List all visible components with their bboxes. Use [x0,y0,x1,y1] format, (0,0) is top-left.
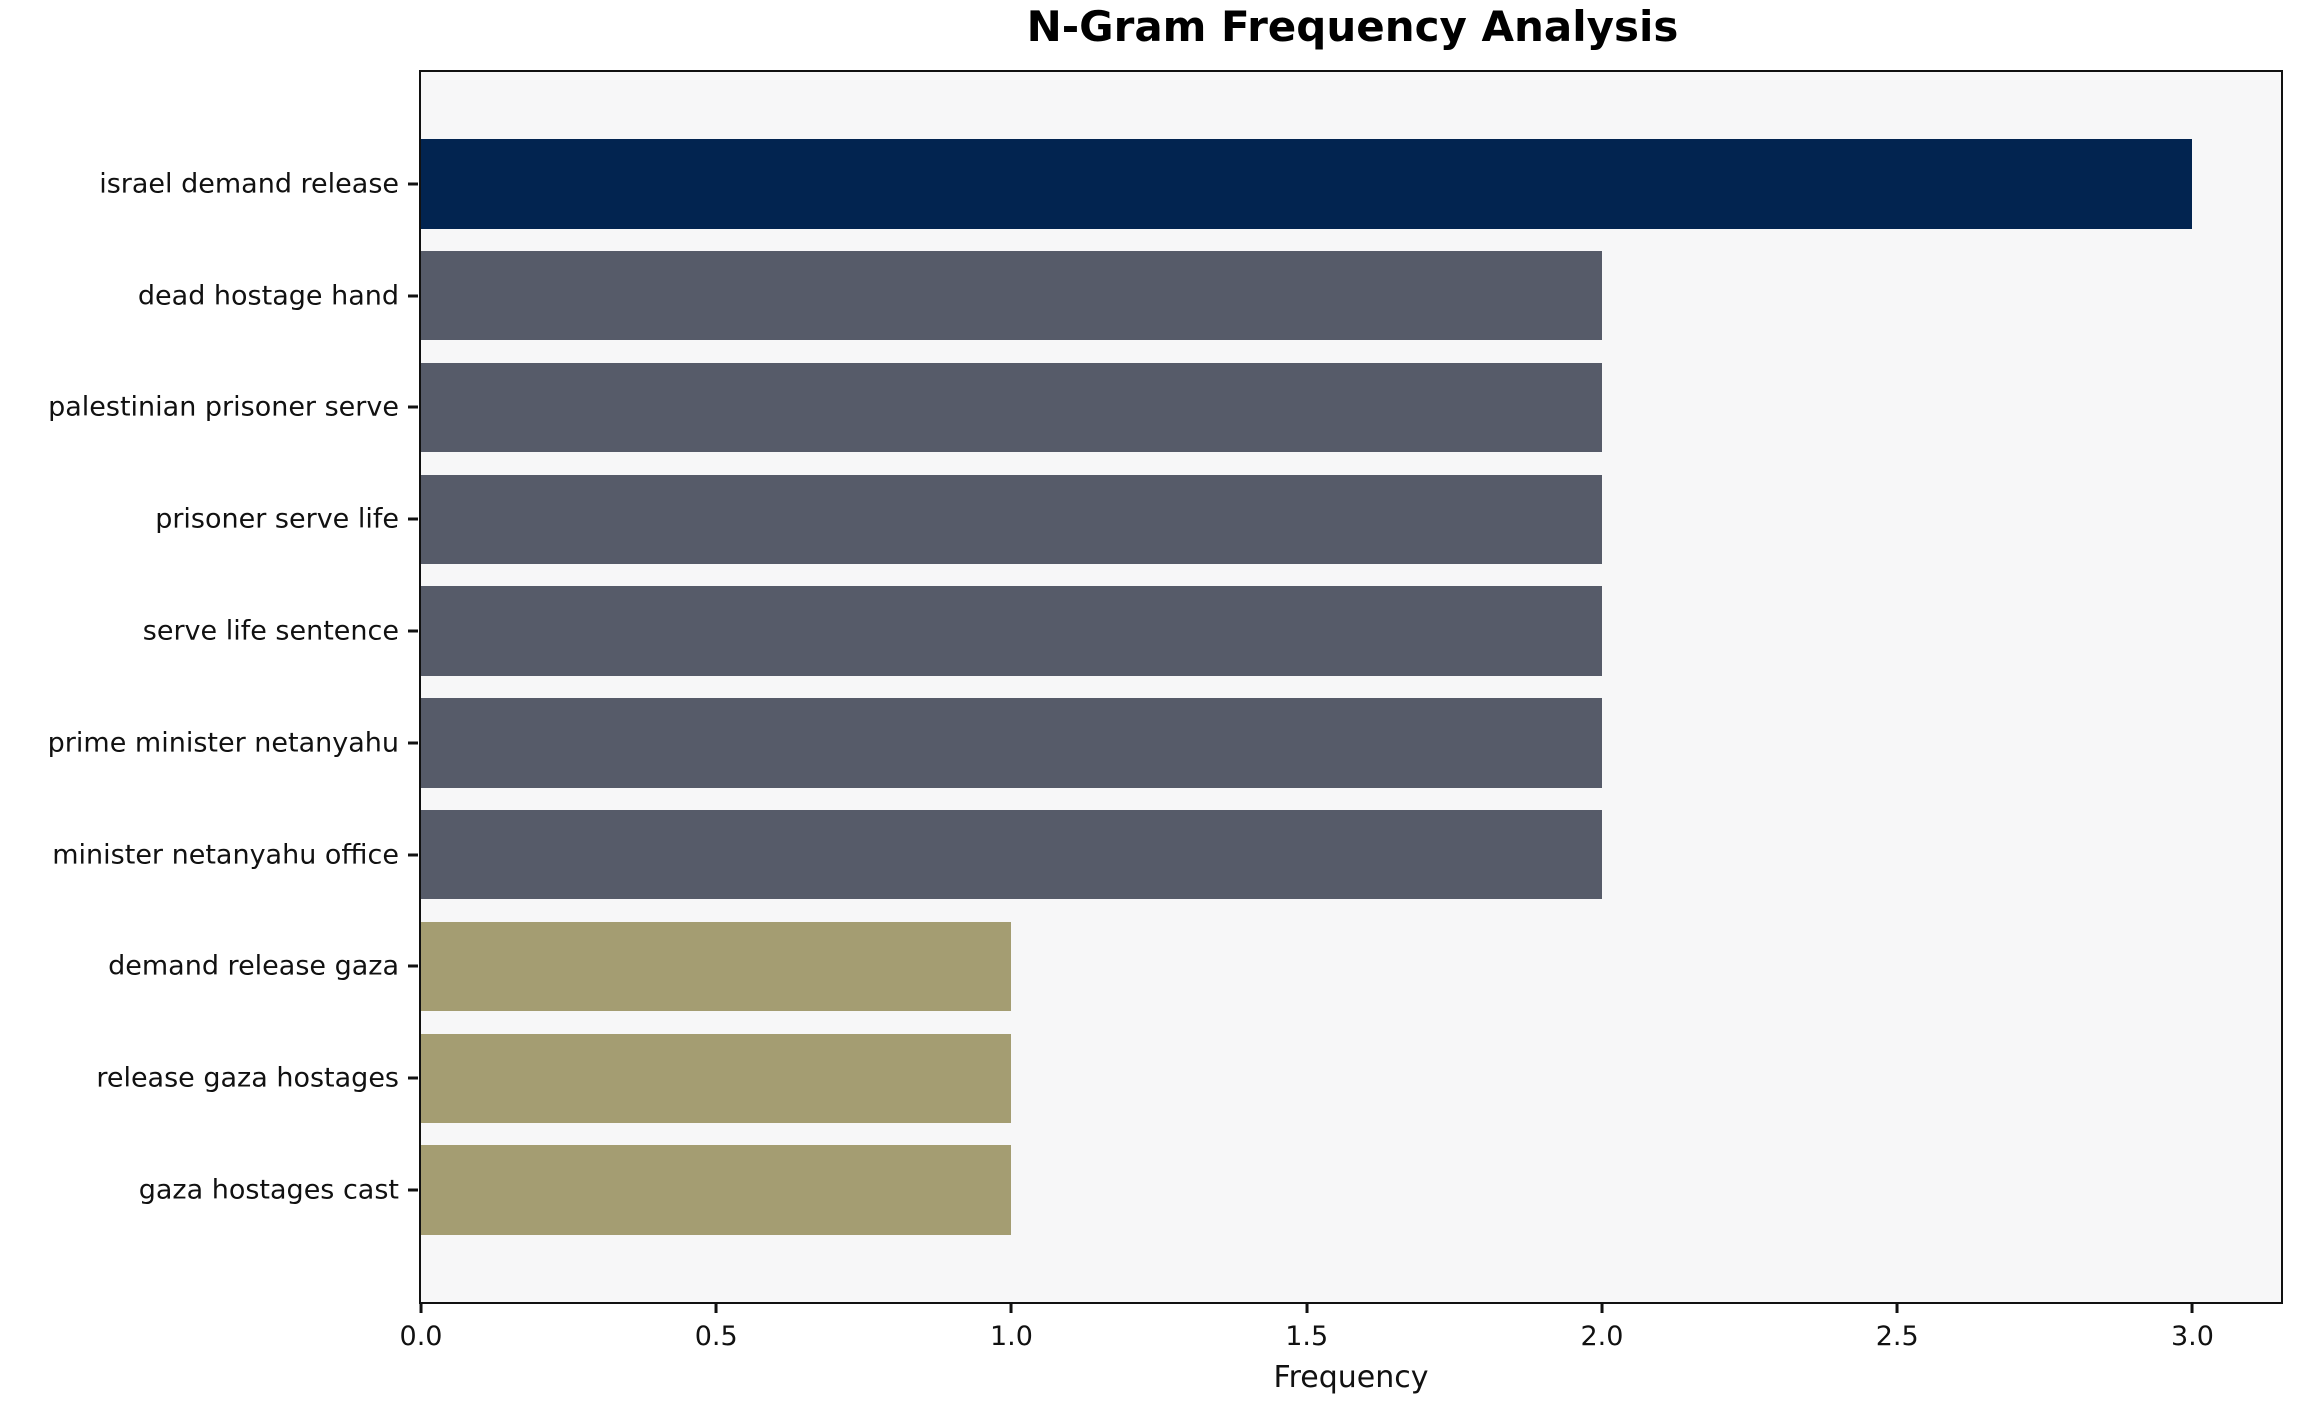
bar-row: gaza hostages cast [139,1134,2281,1246]
y-tick-mark [408,517,418,521]
y-tick-mark [408,629,418,633]
y-tick-label: palestinian prisoner serve [48,391,399,423]
y-tick-mark [408,964,418,968]
x-tick: 0.0 [399,1302,443,1352]
bar [421,698,1602,788]
bar-row: demand release gaza [108,911,2281,1023]
bar [421,139,2193,229]
bar [421,1033,1012,1123]
y-tick-mark [408,182,418,186]
bar [421,586,1602,676]
y-tick-label: dead hostage hand [137,280,399,312]
bar-row: israel demand release [99,128,2281,240]
x-tick-label: 1.0 [989,1321,1033,1352]
y-tick-label: gaza hostages cast [138,1174,399,1206]
y-tick-mark [408,294,418,298]
x-tick-mark [1600,1302,1604,1313]
x-tick-mark [1009,1302,1013,1313]
bar [421,250,1602,341]
bars-container: israel demand release dead hostage hand pa… [48,72,2281,1302]
bar-row: release gaza hostages [96,1022,2281,1134]
y-tick-mark [408,405,418,409]
bar [421,809,1602,900]
x-tick-label: 2.0 [1580,1321,1624,1352]
y-tick-mark [408,1188,418,1192]
x-tick-label: 0.5 [694,1321,738,1352]
y-tick-mark [408,853,418,857]
y-tick-label: minister netanyahu office [52,839,399,871]
x-tick-mark [1305,1302,1309,1313]
y-tick-mark [408,741,418,745]
y-tick-label: prime minister netanyahu [47,727,399,759]
x-tick-mark [419,1302,423,1313]
y-tick-label: serve life sentence [142,615,399,647]
x-tick: 2.5 [1876,1302,1919,1352]
x-tick-mark [1895,1302,1899,1313]
plot-area: israel demand release dead hostage hand pa… [48,70,2283,1395]
bar [421,474,1602,564]
bar-row: prime minister netanyahu [48,687,2281,799]
bar-row: dead hostage hand [138,240,2281,352]
y-tick-label: release gaza hostages [96,1062,399,1094]
x-tick: 0.5 [695,1302,738,1352]
x-tick-label: 2.5 [1875,1321,1919,1352]
bar-row: palestinian prisoner serve [48,352,2281,464]
x-tick-mark [2190,1302,2194,1313]
bar [421,362,1602,453]
bar [421,1145,1012,1235]
x-tick-label: 3.0 [2170,1321,2214,1352]
bar-row: minister netanyahu office [52,799,2281,911]
y-tick-label: israel demand release [99,168,399,200]
x-tick: 1.5 [1285,1302,1328,1352]
x-axis-label: Frequency [1273,1360,1429,1395]
bar-row: prisoner serve life [155,463,2281,575]
x-tick: 1.0 [990,1302,1033,1352]
y-tick-label: prisoner serve life [155,503,399,535]
y-tick-mark [408,1076,418,1080]
x-tick-label: 0.0 [399,1321,443,1352]
bar [421,921,1012,1012]
x-tick-mark [714,1302,718,1313]
chart-title: N-Gram Frequency Analysis [1026,2,1679,51]
x-tick-label: 1.5 [1285,1321,1329,1352]
x-tick: 2.0 [1580,1302,1623,1352]
x-tick: 3.0 [2171,1302,2214,1352]
bar-row: serve life sentence [143,575,2281,687]
y-tick-label: demand release gaza [108,950,399,982]
